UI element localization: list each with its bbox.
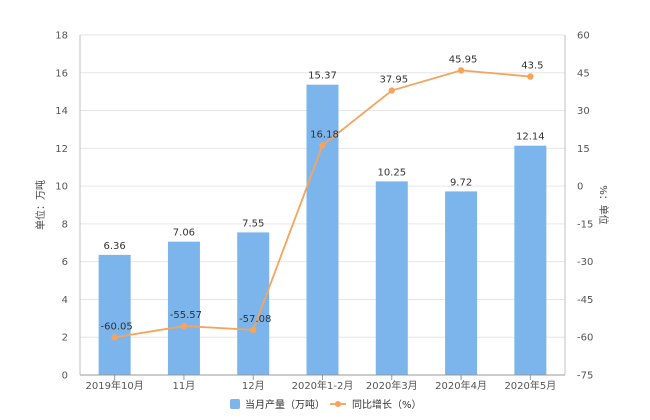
line-point [250,326,257,334]
bar-data-label: 6.36 [104,241,126,252]
x-tick-label: 2020年3月 [366,379,418,392]
bar-data-label: 10.25 [377,167,406,178]
bar-data-label: 9.72 [450,177,472,188]
bar [98,254,131,375]
line-data-label: 43.5 [521,61,543,72]
y-tick-label: 12 [55,144,68,155]
bar-data-label: 7.55 [242,218,264,229]
y-tick-label: 8 [62,219,68,230]
line-data-label: 16.18 [310,129,339,140]
bar-data-label: 15.37 [308,71,337,82]
y2-tick-label: 60 [577,31,590,42]
x-tick-label: 2019年10月 [86,379,144,392]
bar-data-label: 12.14 [516,132,545,143]
line-data-label: 45.95 [449,54,478,65]
y2-axis-title: %：单位 [597,185,610,225]
legend-marker-line [335,401,341,407]
line-data-label: 37.95 [379,75,408,86]
legend-label-bar: 当月产量（万吨） [245,398,325,411]
x-tick-label: 2020年5月 [504,379,556,392]
legend-item-line[interactable]: 同比增长（%） [330,398,422,411]
bar [445,191,478,375]
y-tick-label: 2 [62,333,68,344]
y-tick-label: 14 [55,106,68,117]
bar [514,145,547,375]
line-series [111,67,534,341]
y2-tick-label: 0 [577,182,583,193]
y-tick-label: 18 [55,31,68,42]
bar [306,84,339,375]
y2-tick-label: 15 [577,144,590,155]
y-tick-label: 16 [55,68,68,79]
line-data-label: -55.57 [170,310,202,321]
x-tick-label: 12月 [242,380,265,392]
line-data-label: -57.08 [239,314,271,325]
y-tick-label: 0 [62,371,68,382]
legend-item-bar[interactable]: 当月产量（万吨） [230,398,325,411]
legend[interactable]: 当月产量（万吨） 同比增长（%） [230,398,422,411]
x-tick-label: 2020年4月 [435,379,487,392]
x-tick-label: 11月 [173,380,196,392]
y2-tick-label: -15 [577,219,593,230]
bar [375,181,408,375]
y2-tick-label: 45 [577,68,590,79]
line-point [388,87,395,94]
line-point [111,334,118,341]
data-labels: 6.36 7.06 7.55 15.37 10.25 9.72 12.14 -60.05 -55… [101,54,545,332]
line-point [319,142,326,149]
y-axis-title: 单位：万吨 [34,180,47,230]
y2-tick-label: -75 [577,371,593,382]
y-tick-label: 6 [62,257,68,268]
y2-tick-label: -45 [577,295,593,306]
bar [237,232,270,375]
legend-swatch-bar [230,399,240,409]
y2-tick-label: 30 [577,106,590,117]
bar-data-label: 7.06 [173,228,195,239]
line-point [457,67,465,74]
y-tick-label: 4 [62,295,68,306]
x-tick-label: 2020年1-2月 [292,379,354,392]
line-point [527,73,534,80]
y-tick-label: 10 [55,182,68,193]
axes: 0 2 4 6 8 10 12 14 16 18 -75 -60 -45 -30 -15 0 15 30 45 60 单… [34,31,610,393]
line-data-label: -60.05 [101,321,133,332]
bar [167,241,200,375]
y2-tick-label: -30 [577,257,593,268]
legend-label-line: 同比增长（%） [352,398,422,411]
y2-tick-label: -60 [577,333,593,344]
line-point [180,322,188,330]
bar-series [98,84,547,375]
